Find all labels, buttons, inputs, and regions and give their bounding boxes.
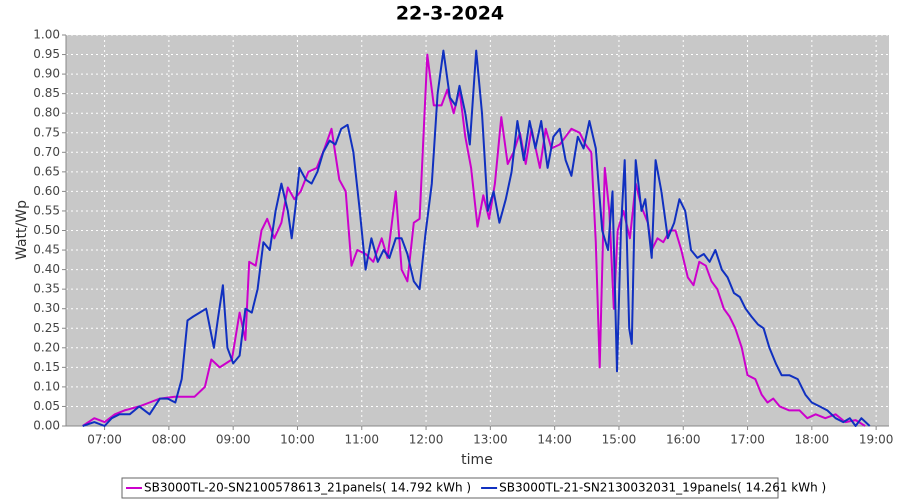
y-tick-label: 0.30 — [33, 301, 60, 315]
y-tick-label: 0.25 — [33, 321, 60, 335]
x-tick-label: 17:00 — [730, 433, 765, 447]
x-tick-label: 16:00 — [666, 433, 701, 447]
y-tick-label: 0.35 — [33, 282, 60, 296]
y-tick-label: 0.75 — [33, 125, 60, 139]
y-axis-title: Watt/Wp — [14, 200, 30, 260]
x-tick-label: 13:00 — [473, 433, 508, 447]
x-tick-label: 07:00 — [87, 433, 122, 447]
y-tick-label: 0.45 — [33, 243, 60, 257]
y-tick-label: 0.65 — [33, 164, 60, 178]
y-tick-label: 0.05 — [33, 399, 60, 413]
x-tick-label: 10:00 — [280, 433, 315, 447]
chart-title: 22-3-2024 — [396, 3, 504, 25]
y-tick-label: 0.40 — [33, 262, 60, 276]
y-tick-label: 0.55 — [33, 203, 60, 217]
legend-label: SB3000TL-20-SN2100578613_21panels( 14.79… — [144, 481, 471, 495]
y-tick-label: 0.95 — [33, 47, 60, 61]
y-tick-label: 0.20 — [33, 340, 60, 354]
x-tick-label: 12:00 — [409, 433, 444, 447]
y-tick-label: 0.50 — [33, 223, 60, 237]
y-tick-label: 0.85 — [33, 86, 60, 100]
x-tick-label: 19:00 — [859, 433, 894, 447]
y-tick-label: 0.80 — [33, 106, 60, 120]
series-line — [82, 49, 871, 427]
x-tick-label: 18:00 — [795, 433, 830, 447]
y-tick-label: 0.90 — [33, 67, 60, 81]
x-tick-label: 14:00 — [537, 433, 572, 447]
x-tick-label: 11:00 — [344, 433, 379, 447]
y-tick-label: 0.00 — [33, 419, 60, 433]
series-line — [82, 53, 866, 427]
y-tick-label: 0.15 — [33, 360, 60, 374]
y-tick-label: 0.70 — [33, 145, 60, 159]
x-tick-label: 08:00 — [152, 433, 187, 447]
y-tick-label: 0.60 — [33, 184, 60, 198]
legend-label: SB3000TL-21-SN2130032031_19panels( 14.26… — [499, 481, 826, 495]
y-tick-label: 0.10 — [33, 379, 60, 393]
x-axis-title: time — [461, 452, 493, 468]
x-tick-label: 15:00 — [602, 433, 637, 447]
y-tick-label: 1.00 — [33, 28, 60, 42]
x-tick-label: 09:00 — [216, 433, 251, 447]
legend-box — [121, 477, 779, 499]
